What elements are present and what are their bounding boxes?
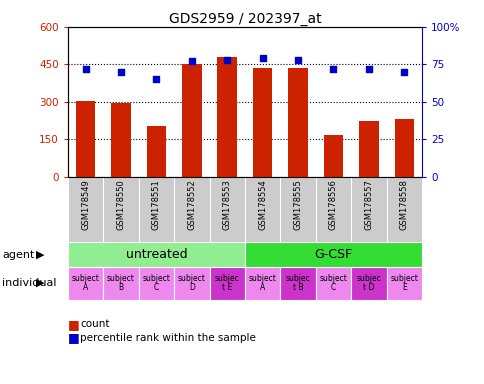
Bar — [174, 267, 209, 300]
Text: GSM178552: GSM178552 — [187, 179, 196, 230]
Bar — [393, 119, 413, 177]
Point — [81, 66, 89, 72]
Text: GSM178553: GSM178553 — [222, 179, 231, 230]
Text: GSM178556: GSM178556 — [328, 179, 337, 230]
Text: subject
D: subject D — [178, 274, 205, 293]
Text: subject
A: subject A — [72, 274, 99, 293]
Text: GSM178549: GSM178549 — [81, 179, 90, 230]
Bar — [323, 135, 343, 177]
Text: subjec
t B: subjec t B — [285, 274, 310, 293]
Text: GSM178557: GSM178557 — [363, 179, 373, 230]
Text: percentile rank within the sample: percentile rank within the sample — [80, 333, 256, 343]
Bar — [252, 68, 272, 177]
Bar — [217, 57, 237, 177]
Bar — [103, 267, 138, 300]
Point — [258, 55, 266, 61]
Text: ▶: ▶ — [36, 250, 45, 260]
Text: agent: agent — [2, 250, 35, 260]
Text: subject
E: subject E — [390, 274, 417, 293]
Bar — [76, 101, 95, 177]
Bar — [138, 267, 174, 300]
Bar — [146, 126, 166, 177]
Bar — [68, 242, 244, 267]
Text: GSM178555: GSM178555 — [293, 179, 302, 230]
Point — [223, 57, 230, 63]
Bar — [182, 65, 201, 177]
Point — [293, 57, 301, 63]
Text: GSM178558: GSM178558 — [399, 179, 408, 230]
Bar — [287, 68, 307, 177]
Bar — [209, 267, 244, 300]
Text: individual: individual — [2, 278, 57, 288]
Point — [152, 76, 160, 83]
Text: ■: ■ — [68, 318, 79, 331]
Text: count: count — [80, 319, 109, 329]
Bar — [280, 267, 315, 300]
Title: GDS2959 / 202397_at: GDS2959 / 202397_at — [168, 12, 320, 26]
Text: subject
A: subject A — [248, 274, 276, 293]
Bar — [358, 121, 378, 177]
Text: GSM178554: GSM178554 — [257, 179, 267, 230]
Text: subject
C: subject C — [142, 274, 170, 293]
Text: ■: ■ — [68, 331, 79, 344]
Text: subject
C: subject C — [319, 274, 347, 293]
Text: ▶: ▶ — [36, 278, 45, 288]
Text: GSM178550: GSM178550 — [116, 179, 125, 230]
Text: G-CSF: G-CSF — [314, 248, 352, 261]
Text: subject
B: subject B — [107, 274, 135, 293]
Bar — [386, 267, 421, 300]
Point — [399, 69, 407, 75]
Bar — [244, 267, 280, 300]
Bar — [315, 267, 350, 300]
Point — [117, 69, 125, 75]
Text: GSM178551: GSM178551 — [151, 179, 161, 230]
Bar — [111, 103, 131, 177]
Point — [364, 66, 372, 72]
Point — [329, 66, 336, 72]
Text: subjec
t E: subjec t E — [214, 274, 239, 293]
Bar — [244, 242, 421, 267]
Text: untreated: untreated — [125, 248, 187, 261]
Bar — [350, 267, 386, 300]
Text: subjec
t D: subjec t D — [356, 274, 380, 293]
Point — [187, 58, 195, 65]
Bar — [68, 267, 103, 300]
